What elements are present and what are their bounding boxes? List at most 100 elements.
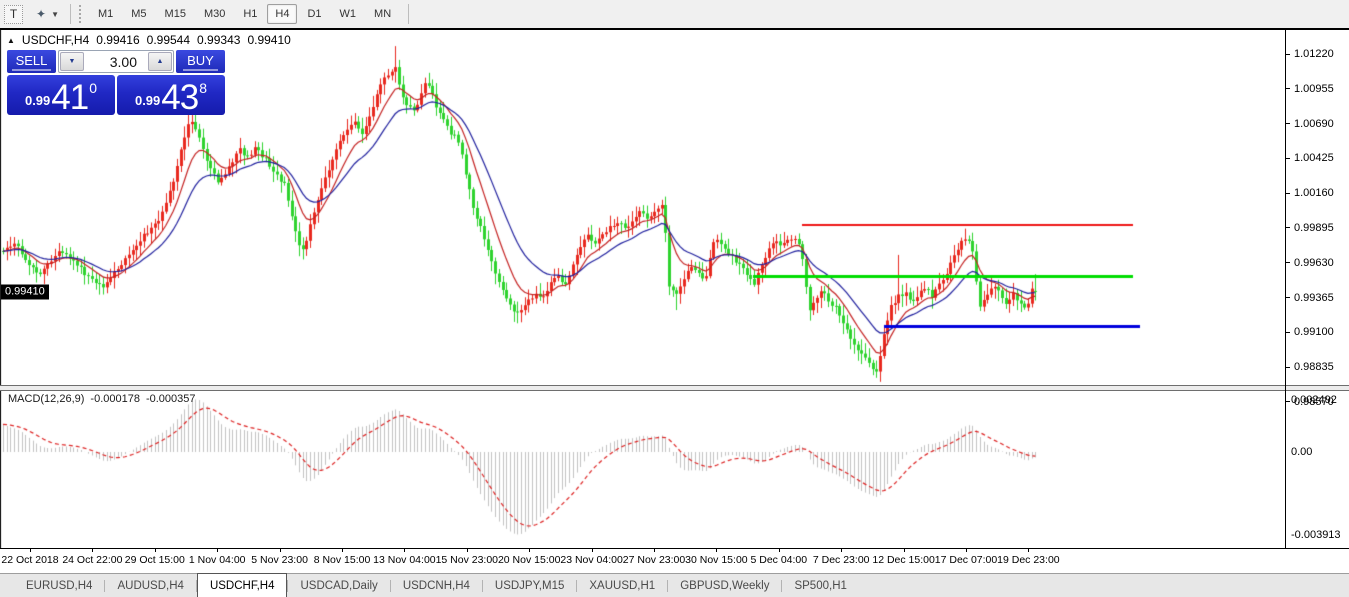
close-value: 0.99410 xyxy=(247,33,291,47)
price-axis[interactable]: 1.01220 1.00955 1.00690 1.00425 1.00160 … xyxy=(1285,30,1349,548)
chart-tab-bar: EURUSD,H4 AUDUSD,H4 USDCHF,H4 USDCAD,Daily U… xyxy=(0,573,1349,597)
time-tick-mark xyxy=(591,549,593,552)
timeframe-button-d1[interactable]: D1 xyxy=(299,4,329,24)
macd-indicator-canvas[interactable] xyxy=(0,391,1285,548)
timeframe-button-h4[interactable]: H4 xyxy=(267,4,298,24)
macd-axis-top: 0.002492 xyxy=(1291,394,1337,406)
indicator-style-button[interactable]: ✦ ▼ xyxy=(33,5,62,23)
time-tick-mark xyxy=(342,549,343,552)
volume-field[interactable]: 3.00 xyxy=(109,53,137,70)
time-tick-mark xyxy=(778,549,780,552)
timeframe-button-m15[interactable]: M15 xyxy=(157,4,194,24)
tab-eurusd-h4[interactable]: EURUSD,H4 xyxy=(26,579,93,592)
price-tick: 0.98835 xyxy=(1286,361,1334,373)
time-tick-mark xyxy=(1028,549,1030,552)
tab-separator xyxy=(781,579,783,592)
sell-button[interactable]: SELL xyxy=(7,50,56,73)
time-tick-label: 1 Nov 04:00 xyxy=(188,554,246,566)
buy-price-box[interactable]: 0.99 43 8 xyxy=(117,75,225,115)
time-tick-mark xyxy=(654,549,655,552)
timeframe-button-mn[interactable]: MN xyxy=(366,4,399,24)
price-tick: 0.98570 xyxy=(1286,396,1334,408)
tick-dash xyxy=(1286,262,1290,264)
tick-dash xyxy=(1286,157,1290,159)
time-tick-mark xyxy=(279,549,281,552)
tick-dash xyxy=(1286,366,1290,368)
tab-usdjpy-m15[interactable]: USDJPY,M15 xyxy=(494,579,565,592)
text-label-tool-button[interactable]: T xyxy=(4,4,23,24)
tab-xauusd-h1[interactable]: XAUUSD,H1 xyxy=(589,579,656,592)
tab-separator xyxy=(195,579,197,592)
pane-splitter[interactable] xyxy=(0,385,1349,391)
ohlc-header: ▲ USDCHF,H4 0.99416 0.99544 0.99343 0.99… xyxy=(7,33,291,47)
tick-dash xyxy=(1286,297,1290,299)
time-tick-mark xyxy=(217,549,219,552)
tab-usdcnh-h4[interactable]: USDCNH,H4 xyxy=(402,579,470,592)
time-tick-mark xyxy=(903,549,905,552)
timeframe-button-m5[interactable]: M5 xyxy=(123,4,154,24)
time-tick-label: 5 Dec 04:00 xyxy=(750,554,808,566)
tick-dash xyxy=(1286,123,1290,125)
time-tick-label: 19 Dec 23:00 xyxy=(997,554,1060,566)
time-tick-label: 17 Dec 07:00 xyxy=(934,554,998,566)
time-tick-label: 20 Nov 15:00 xyxy=(497,554,561,566)
low-value: 0.99343 xyxy=(197,33,241,47)
time-tick-label: 22 Oct 2018 xyxy=(1,554,59,566)
time-tick-label: 24 Oct 22:00 xyxy=(62,554,123,566)
time-tick-label: 27 Nov 23:00 xyxy=(622,554,686,566)
tick-dash xyxy=(1286,227,1290,229)
tab-separator xyxy=(104,579,106,592)
tab-separator xyxy=(481,579,483,592)
price-tick: 1.00955 xyxy=(1286,83,1334,95)
time-axis[interactable]: 22 Oct 2018 24 Oct 22:00 29 Oct 15:00 1 Nov… xyxy=(0,548,1349,573)
tab-usdcad-daily[interactable]: USDCAD,Daily xyxy=(300,579,378,592)
time-tick-label: 12 Dec 15:00 xyxy=(872,554,935,566)
timeframe-button-w1[interactable]: W1 xyxy=(332,4,365,24)
time-tick-mark xyxy=(529,549,531,552)
volume-increase-button[interactable]: ▲ xyxy=(148,52,172,71)
time-tick-mark xyxy=(466,549,468,552)
tick-dash xyxy=(1286,88,1290,90)
timeframe-button-m30[interactable]: M30 xyxy=(196,4,233,24)
price-tick: 0.99895 xyxy=(1286,222,1334,234)
tab-separator xyxy=(576,579,578,592)
time-tick-label: 23 Nov 04:00 xyxy=(560,554,623,566)
timeframe-group: M1 M5 M15 M30 H1 H4 D1 W1 MN xyxy=(89,4,400,24)
time-tick-label: 5 Nov 23:00 xyxy=(251,554,308,566)
sell-price-box[interactable]: 0.99 41 0 xyxy=(7,75,115,115)
time-tick-label: 29 Oct 15:00 xyxy=(124,554,185,566)
time-tick-label: 13 Nov 04:00 xyxy=(373,554,436,566)
tick-dash xyxy=(1286,192,1290,194)
toolbar-grip[interactable] xyxy=(78,5,85,23)
tab-gbpusd-weekly[interactable]: GBPUSD,Weekly xyxy=(680,579,770,592)
toolbar-separator xyxy=(69,4,71,24)
tab-separator xyxy=(389,579,391,592)
price-tick: 0.99100 xyxy=(1286,326,1334,338)
current-price-badge: 0.99410 xyxy=(1,284,49,300)
volume-decrease-button[interactable]: ▼ xyxy=(60,52,84,71)
tick-dash xyxy=(1286,53,1290,55)
price-tick: 1.00690 xyxy=(1286,118,1334,130)
tick-dash xyxy=(1286,401,1290,403)
volume-stepper: ▼ 3.00 ▲ xyxy=(58,50,174,73)
tab-sp500-h1[interactable]: SP500,H1 xyxy=(794,579,847,592)
time-tick-label: 8 Nov 15:00 xyxy=(313,554,371,566)
time-tick-label: 30 Nov 15:00 xyxy=(685,554,748,566)
chart-collapse-icon[interactable]: ▲ xyxy=(7,35,15,45)
toolbar: T ✦ ▼ M1 M5 M15 M30 H1 H4 D1 W1 MN xyxy=(0,0,1349,29)
buy-button[interactable]: BUY xyxy=(176,50,225,73)
timeframe-button-m1[interactable]: M1 xyxy=(90,4,121,24)
tab-usdchf-h4[interactable]: USDCHF,H4 xyxy=(196,573,288,597)
dropdown-caret-icon: ▼ xyxy=(51,9,59,19)
macd-axis-zero: 0.00 xyxy=(1291,446,1313,458)
tab-audusd-h4[interactable]: AUDUSD,H4 xyxy=(117,579,184,592)
macd-main-value: -0.000178 xyxy=(90,393,140,405)
timeframe-button-h1[interactable]: H1 xyxy=(235,4,265,24)
chart-top-border xyxy=(0,28,1349,30)
open-value: 0.99416 xyxy=(96,33,140,47)
time-tick-mark xyxy=(966,549,967,552)
time-tick-mark xyxy=(92,549,94,552)
time-tick-mark xyxy=(716,549,718,552)
macd-axis-bottom: -0.003913 xyxy=(1291,529,1341,541)
style-arrows-icon: ✦ xyxy=(36,7,47,21)
